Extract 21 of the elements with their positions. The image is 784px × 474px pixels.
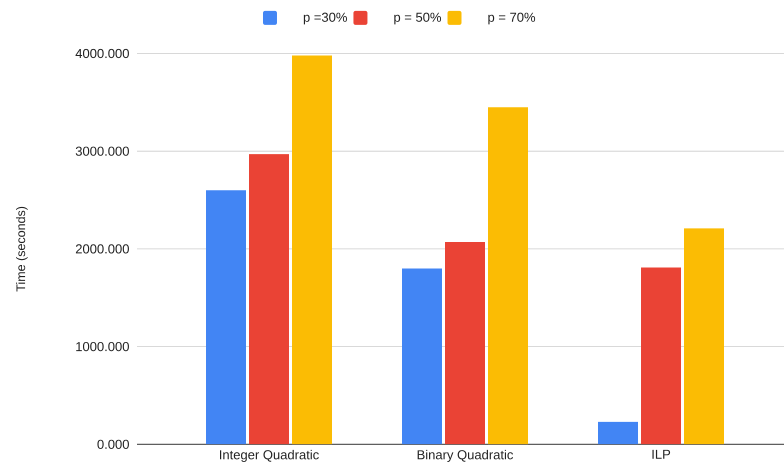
bar: [598, 422, 638, 444]
bar: [641, 267, 682, 444]
y-tick-label: 1000.000: [76, 342, 129, 352]
bar: [402, 268, 442, 444]
y-tick-label: 0.000: [97, 440, 129, 449]
y-tick-label: 2000.000: [76, 244, 129, 254]
x-tick-label: Binary Quadratic: [418, 450, 514, 462]
legend-label: p = 70%: [488, 12, 536, 24]
bar: [206, 190, 246, 444]
bar: [684, 228, 724, 444]
bar: [249, 154, 290, 444]
legend-label: p = 50%: [394, 12, 442, 24]
y-axis-title: Time (seconds): [16, 206, 28, 292]
y-tick-label: 3000.000: [76, 146, 129, 156]
bar: [292, 55, 332, 444]
x-tick-label: ILP: [652, 450, 670, 459]
bar: [445, 242, 486, 444]
legend-label: p =30%: [304, 12, 347, 24]
bar: [488, 107, 528, 444]
y-tick-label: 4000.000: [76, 48, 129, 58]
x-tick-label: Integer Quadratic: [220, 450, 319, 462]
